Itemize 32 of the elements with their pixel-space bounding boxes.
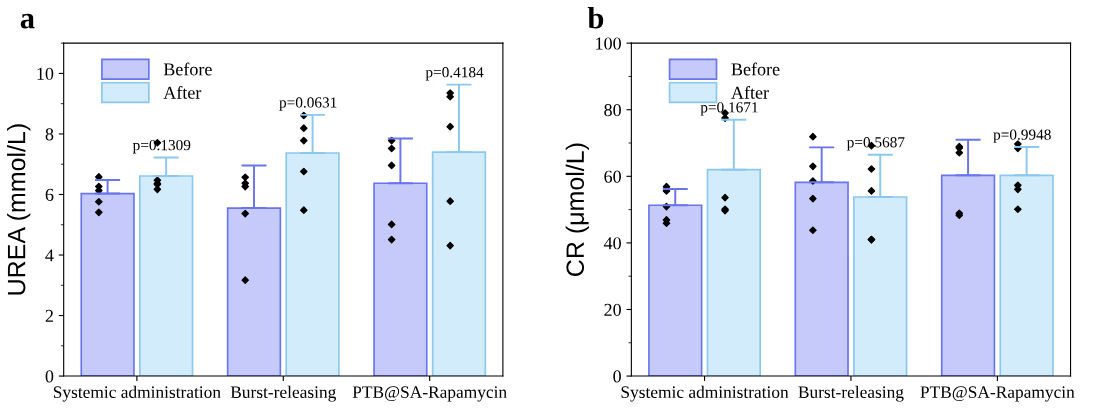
y-tick-label: 2 xyxy=(45,309,53,322)
y-tick-label: 4 xyxy=(45,249,54,262)
y-tick-label: 6 xyxy=(45,188,54,201)
annotation: p=0.4184 xyxy=(425,67,484,81)
chart-title: a xyxy=(20,13,35,29)
y-tick-label: 10 xyxy=(37,67,54,80)
x-tick-label: Systemic administration xyxy=(621,385,789,402)
x-tick-label: Systemic administration xyxy=(53,385,221,402)
legend-label: After xyxy=(731,85,769,99)
y-tick-label: 0 xyxy=(45,370,54,383)
legend-label: Before xyxy=(731,62,780,76)
y-tick-label: 20 xyxy=(604,303,621,316)
annotation: p=0.1671 xyxy=(700,102,758,116)
annotation: p=0.1309 xyxy=(132,139,191,154)
annotation: p=0.0631 xyxy=(279,97,337,111)
y-tick-label: 80 xyxy=(604,103,621,117)
y-tick-label: 0 xyxy=(613,370,621,383)
x-tick-label: PTB@SA-Rapamycin xyxy=(920,386,1075,402)
x-tick-label: PTB@SA-Rapamycin xyxy=(352,386,507,402)
x-tick-label: Burst-releasing xyxy=(798,385,904,402)
chart-title: b xyxy=(587,6,604,29)
annotation: p=0.9948 xyxy=(993,129,1051,143)
y-tick-label: 100 xyxy=(596,37,621,50)
y-tick-label: 40 xyxy=(603,237,621,250)
annotation: p=0.5687 xyxy=(846,137,905,151)
legend-label: Before xyxy=(163,62,212,76)
x-tick-label: Burst-releasing xyxy=(230,385,336,402)
y-tick-label: 60 xyxy=(604,170,621,183)
y-axis-title: UREA (mmol/L) xyxy=(7,124,31,295)
y-tick-label: 8 xyxy=(45,128,54,141)
y-axis-title: CR (μmol/L) xyxy=(565,143,589,276)
legend-label: After xyxy=(163,85,202,99)
